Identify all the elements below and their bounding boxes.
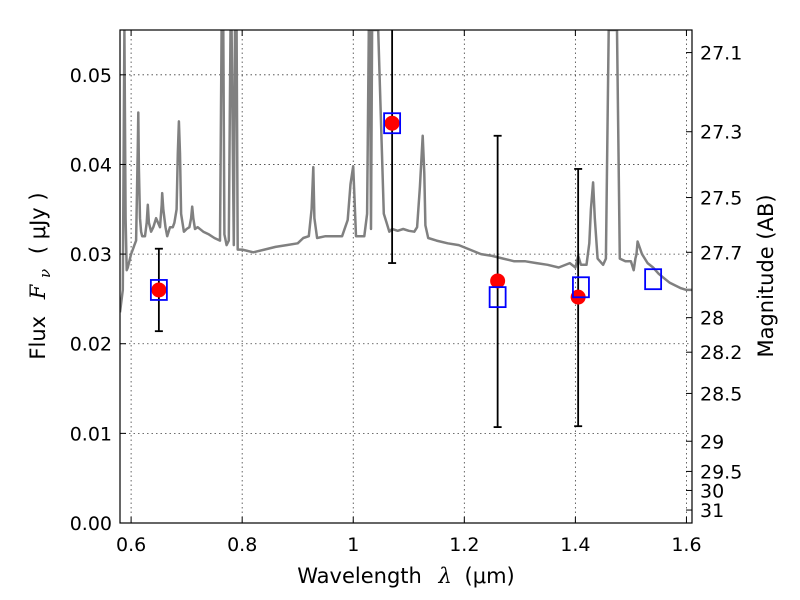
observed-point <box>490 273 506 289</box>
plot-area <box>120 30 692 428</box>
model-photometry-box <box>488 286 507 309</box>
magnitude-axis-title: Magnitude (AB) <box>754 194 778 357</box>
y-tick-label: 0.05 <box>70 65 112 87</box>
magnitude-tick-label: 27.7 <box>700 242 742 264</box>
y-axis-ticks: 0.00 0.01 0.02 0.03 0.04 0.05 <box>70 65 126 535</box>
x-tick-label: 1.2 <box>449 534 479 556</box>
observed-point <box>384 115 400 131</box>
model-photometry-box <box>644 268 663 291</box>
x-axis-title-unit: (μm) <box>465 564 515 588</box>
model-photometry-box <box>572 276 590 299</box>
y-tick-label: 0.04 <box>70 154 112 176</box>
x-tick-label: 0.8 <box>227 534 257 556</box>
magnitude-tick-label: 28.2 <box>700 342 742 364</box>
observed-point <box>151 282 167 298</box>
model-spectrum-line <box>120 30 692 313</box>
y-axis-title-unit: ( μJy ) <box>26 192 50 254</box>
plot-frame <box>119 29 693 524</box>
magnitude-tick-label: 28.5 <box>700 383 742 405</box>
y-tick-label: 0.03 <box>70 244 112 266</box>
magnitude-tick-label: 28 <box>700 308 724 330</box>
x-tick-label: 1.6 <box>671 534 701 556</box>
y-tick-label: 0.00 <box>70 513 112 535</box>
magnitude-tick-label: 29 <box>700 431 724 453</box>
y-axis-title-prefix: Flux <box>26 316 50 360</box>
magnitude-tick-label: 27.1 <box>700 43 742 65</box>
model-photometry-box <box>383 112 402 135</box>
x-axis-title-prefix: Wavelength <box>297 564 422 588</box>
y-axis-title-subscript: ν <box>36 269 54 278</box>
y-tick-label: 0.02 <box>70 334 112 356</box>
y-axis-title-symbol: F <box>26 283 50 300</box>
x-tick-label: 1 <box>347 534 359 556</box>
x-axis-title-symbol: λ <box>438 564 452 588</box>
x-tick-label: 1.4 <box>560 534 590 556</box>
plot-background <box>120 30 692 523</box>
magnitude-tick-label: 27.3 <box>700 122 742 144</box>
x-axis-ticks: 0.6 0.8 1 1.2 1.4 1.6 <box>116 30 702 556</box>
magnitude-tick-label: 30 <box>700 480 724 502</box>
y-tick-label: 0.01 <box>70 423 112 445</box>
magnitude-tick-label: 29.5 <box>700 461 742 483</box>
x-axis-title: Wavelength λ (μm) <box>297 564 514 588</box>
model-photometry-boxes <box>149 112 663 309</box>
y-axis-title: Flux F ν ( μJy ) <box>26 192 55 359</box>
magnitude-tick-label: 27.5 <box>700 188 742 210</box>
x-tick-label: 0.6 <box>116 534 146 556</box>
model-photometry-box <box>149 279 168 301</box>
magnitude-tick-label: 31 <box>700 500 724 522</box>
